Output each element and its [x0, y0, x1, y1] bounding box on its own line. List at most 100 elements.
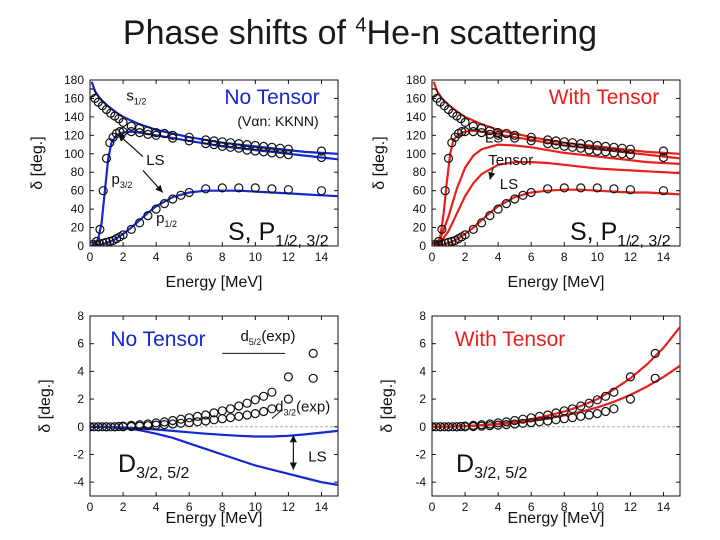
exp-point [201, 410, 211, 420]
exp-point [477, 128, 487, 138]
exp-point [576, 143, 586, 153]
exp-point [114, 421, 124, 432]
plot-frame [89, 315, 339, 497]
exp-point [443, 153, 454, 163]
annotation-arrow [488, 167, 496, 180]
annotation-label: p1/2 [156, 210, 177, 229]
annotation-label: p3/2 [111, 171, 132, 190]
exp-point [576, 401, 586, 411]
exp-point [95, 224, 105, 234]
exp-point [242, 410, 252, 420]
x-tick-label: 10 [249, 250, 263, 264]
y-axis-label: δ [deg.] [379, 379, 396, 432]
x-axis-label: Energy [MeV] [166, 510, 263, 527]
annotation-label-main: LS [308, 448, 326, 465]
panel-title: No Tensor [224, 86, 319, 109]
exp-point [456, 421, 466, 432]
annotation-label-sub: 1/2 [164, 219, 177, 229]
x-tick-label: 0 [429, 500, 436, 514]
x-tick-label: 8 [219, 500, 226, 514]
exp-point [151, 130, 161, 140]
x-tick-label: 4 [495, 500, 502, 514]
exp-point [234, 143, 244, 153]
annotation-label: d3/2(exp) [275, 399, 330, 418]
exp-point [468, 224, 478, 234]
exp-point [234, 183, 244, 193]
plot-frame [89, 79, 339, 247]
x-tick-label: 10 [249, 500, 263, 514]
y-tick-label: -4 [73, 475, 84, 489]
y-tick-label: 20 [413, 221, 427, 235]
y-axis-label: δ [deg.] [371, 136, 388, 189]
y-tick-label: 2 [419, 392, 426, 406]
exp-point [250, 395, 260, 405]
exp-point [510, 133, 520, 143]
exp-point [308, 373, 318, 383]
exp-point [658, 152, 669, 163]
exp-point [184, 418, 194, 428]
corner-label: D3/2, 5/2 [456, 450, 528, 482]
exp-point [159, 128, 169, 139]
exp-point [283, 150, 293, 160]
exp-point [609, 387, 619, 397]
exp-point [468, 121, 478, 131]
corner-label-sub: 3/2, 5/2 [136, 465, 189, 482]
exp-point [477, 123, 487, 133]
x-tick-label: 0 [87, 500, 94, 514]
exp-point [600, 406, 611, 417]
annotation-arrow [142, 169, 164, 193]
exp-point [658, 146, 669, 156]
corner-label-sub: 3/2, 5/2 [474, 465, 527, 482]
exp-point [592, 183, 602, 193]
corner-label-main: S, P [570, 218, 617, 246]
y-tick-label: -2 [73, 447, 84, 461]
x-tick-label: 2 [120, 250, 127, 264]
title-superscript: 4 [355, 14, 367, 37]
exp-point [267, 404, 277, 414]
exp-point [658, 186, 669, 196]
y-tick-label: 60 [71, 184, 85, 198]
exp-point [576, 183, 586, 193]
title-prefix: Phase shifts of [122, 14, 356, 52]
corner-label-main: D [456, 450, 474, 478]
y-tick-label: 0 [419, 420, 426, 434]
corner-label: S, P1/2, 3/2 [228, 218, 329, 250]
y-tick-label: 4 [77, 364, 84, 378]
panel-title: With Tensor [549, 86, 660, 109]
exp-point [592, 409, 602, 419]
x-tick-label: 12 [282, 250, 296, 264]
annotation-label-main: d [240, 328, 248, 345]
y-tick-label: 160 [406, 91, 426, 105]
x-tick-label: 4 [495, 250, 502, 264]
annotation-label-main: d [275, 399, 283, 416]
x-tick-label: 8 [561, 500, 568, 514]
x-tick-label: 6 [186, 250, 193, 264]
exp-point [609, 184, 619, 194]
exp-point [518, 190, 528, 200]
y-tick-label: 6 [419, 337, 426, 351]
exp-point [584, 410, 594, 420]
y-tick-label: -4 [415, 475, 426, 489]
exp-point [135, 123, 145, 133]
exp-point [168, 133, 178, 143]
corner-label-main: D [118, 450, 136, 478]
exp-point [625, 372, 636, 382]
exp-point [201, 416, 211, 426]
x-tick-label: 2 [120, 500, 127, 514]
annotation-label: s1/2 [126, 87, 146, 106]
exp-point [526, 136, 536, 146]
x-tick-label: 0 [429, 250, 436, 264]
exp-point [440, 186, 450, 196]
annotation-label-main: p [111, 171, 119, 188]
annotation-label-main: LS [485, 130, 503, 147]
exp-point [135, 128, 145, 138]
exp-point [316, 146, 327, 156]
annotation-label-main: Tensor [488, 152, 533, 169]
exp-point [437, 224, 447, 234]
y-tick-label: 0 [419, 239, 426, 253]
annotation-arrow [117, 133, 144, 157]
exp-point [567, 413, 578, 423]
corner-label: S, P1/2, 3/2 [570, 218, 671, 250]
annotation-label-tail: (exp) [296, 399, 330, 416]
